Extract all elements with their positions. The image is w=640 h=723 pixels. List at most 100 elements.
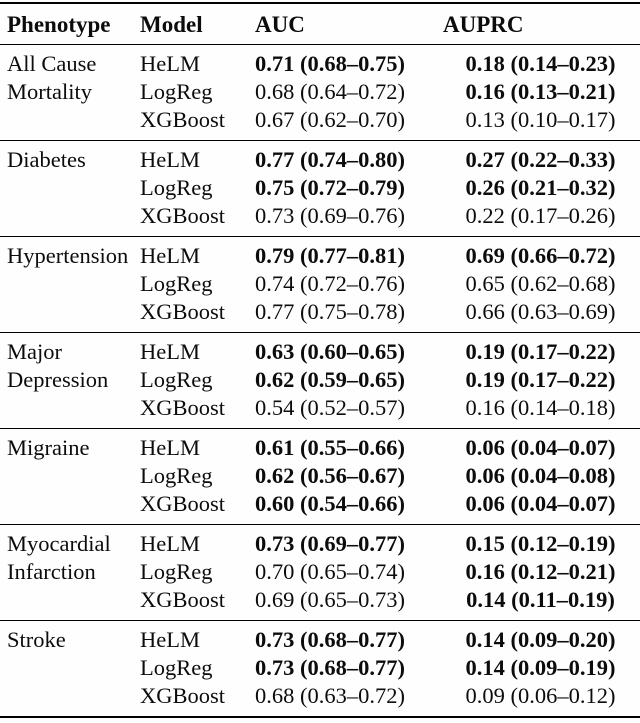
table-row: HeLM 0.63 (0.60–0.65) 0.19 (0.17–0.22) — [140, 338, 640, 366]
auc-cell: 0.61 (0.55–0.66) — [255, 435, 405, 460]
phenotype-cell: All Cause Mortality — [7, 51, 97, 104]
model-cell: XGBoost — [140, 395, 226, 420]
auprc-cell: 0.15 (0.12–0.19) — [465, 531, 616, 556]
group-rows: HeLM 0.61 (0.55–0.66) 0.06 (0.04–0.07) L… — [140, 434, 640, 518]
phenotype-cell: Migraine — [7, 435, 90, 460]
table-row: XGBoost 0.68 (0.63–0.72) 0.09 (0.06–0.12… — [140, 682, 640, 710]
model-cell: HeLM — [140, 339, 200, 364]
auprc-cell: 0.06 (0.04–0.08) — [465, 463, 616, 488]
phenotype-group-hypertension: Hypertension HeLM 0.79 (0.77–0.81) 0.69 … — [0, 237, 640, 333]
auprc-cell: 0.19 (0.17–0.22) — [465, 339, 616, 364]
auc-cell: 0.79 (0.77–0.81) — [255, 243, 405, 268]
table-row: HeLM 0.73 (0.69–0.77) 0.15 (0.12–0.19) — [140, 530, 640, 558]
model-cell: LogReg — [140, 271, 213, 296]
auc-cell: 0.73 (0.68–0.77) — [255, 627, 405, 652]
model-cell: HeLM — [140, 243, 200, 268]
auprc-cell: 0.27 (0.22–0.33) — [465, 147, 616, 172]
table-row: HeLM 0.71 (0.68–0.75) 0.18 (0.14–0.23) — [140, 50, 640, 78]
group-rows: HeLM 0.63 (0.60–0.65) 0.19 (0.17–0.22) L… — [140, 338, 640, 422]
auc-cell: 0.75 (0.72–0.79) — [255, 175, 405, 200]
auprc-cell: 0.14 (0.09–0.19) — [465, 655, 616, 680]
table-row: LogReg 0.70 (0.65–0.74) 0.16 (0.12–0.21) — [140, 558, 640, 586]
phenotype-cell: Hypertension — [7, 243, 129, 268]
model-cell: XGBoost — [140, 107, 226, 132]
auprc-cell: 0.26 (0.21–0.32) — [465, 175, 616, 200]
phenotype-cell: Stroke — [7, 627, 66, 652]
auc-cell: 0.73 (0.69–0.77) — [255, 531, 405, 556]
auc-cell: 0.62 (0.59–0.65) — [255, 367, 405, 392]
group-rows: HeLM 0.71 (0.68–0.75) 0.18 (0.14–0.23) L… — [140, 50, 640, 134]
auprc-cell: 0.22 (0.17–0.26) — [465, 203, 616, 228]
model-cell: LogReg — [140, 463, 213, 488]
phenotype-group-migraine: Migraine HeLM 0.61 (0.55–0.66) 0.06 (0.0… — [0, 429, 640, 525]
auprc-cell: 0.06 (0.04–0.07) — [465, 491, 616, 516]
auprc-cell: 0.16 (0.13–0.21) — [465, 79, 616, 104]
table-row: LogReg 0.62 (0.59–0.65) 0.19 (0.17–0.22) — [140, 366, 640, 394]
auc-cell: 0.77 (0.75–0.78) — [255, 299, 405, 324]
table-row: LogReg 0.62 (0.56–0.67) 0.06 (0.04–0.08) — [140, 462, 640, 490]
auprc-cell: 0.18 (0.14–0.23) — [465, 51, 616, 76]
col-header-auprc: AUPRC — [443, 12, 524, 37]
phenotype-cell: Diabetes — [7, 147, 86, 172]
table-row: XGBoost 0.77 (0.75–0.78) 0.66 (0.63–0.69… — [140, 298, 640, 326]
model-cell: LogReg — [140, 655, 213, 680]
auc-cell: 0.62 (0.56–0.67) — [255, 463, 405, 488]
model-cell: HeLM — [140, 51, 200, 76]
auc-cell: 0.68 (0.63–0.72) — [255, 683, 405, 708]
auprc-cell: 0.19 (0.17–0.22) — [465, 367, 616, 392]
phenotype-group-stroke: Stroke HeLM 0.73 (0.68–0.77) 0.14 (0.09–… — [0, 621, 640, 716]
auprc-cell: 0.14 (0.09–0.20) — [465, 627, 616, 652]
col-header-phenotype: Phenotype — [7, 12, 111, 37]
auprc-cell: 0.66 (0.63–0.69) — [465, 299, 616, 324]
model-cell: XGBoost — [140, 683, 226, 708]
phenotype-group-major-depression: Major Depression HeLM 0.63 (0.60–0.65) 0… — [0, 333, 640, 429]
group-rows: HeLM 0.79 (0.77–0.81) 0.69 (0.66–0.72) L… — [140, 242, 640, 326]
model-cell: HeLM — [140, 531, 200, 556]
group-rows: HeLM 0.73 (0.69–0.77) 0.15 (0.12–0.19) L… — [140, 530, 640, 614]
auc-cell: 0.70 (0.65–0.74) — [255, 559, 405, 584]
auprc-cell: 0.14 (0.11–0.19) — [466, 587, 615, 612]
phenotype-cell: Myocardial Infarction — [7, 531, 111, 584]
table-row: XGBoost 0.73 (0.69–0.76) 0.22 (0.17–0.26… — [140, 202, 640, 230]
auc-cell: 0.60 (0.54–0.66) — [255, 491, 405, 516]
auprc-cell: 0.09 (0.06–0.12) — [465, 683, 616, 708]
auprc-cell: 0.13 (0.10–0.17) — [465, 107, 616, 132]
model-cell: HeLM — [140, 435, 200, 460]
table-row: HeLM 0.73 (0.68–0.77) 0.14 (0.09–0.20) — [140, 626, 640, 654]
table-row: HeLM 0.77 (0.74–0.80) 0.27 (0.22–0.33) — [140, 146, 640, 174]
auc-cell: 0.74 (0.72–0.76) — [255, 271, 405, 296]
table-row: LogReg 0.74 (0.72–0.76) 0.65 (0.62–0.68) — [140, 270, 640, 298]
auprc-cell: 0.06 (0.04–0.07) — [465, 435, 616, 460]
auc-cell: 0.54 (0.52–0.57) — [255, 395, 405, 420]
auc-cell: 0.71 (0.68–0.75) — [255, 51, 405, 76]
auprc-cell: 0.16 (0.14–0.18) — [465, 395, 616, 420]
auc-cell: 0.68 (0.64–0.72) — [255, 79, 405, 104]
model-cell: HeLM — [140, 627, 200, 652]
phenotype-group-myocardial-infarction: Myocardial Infarction HeLM 0.73 (0.69–0.… — [0, 525, 640, 621]
group-rows: HeLM 0.73 (0.68–0.77) 0.14 (0.09–0.20) L… — [140, 626, 640, 710]
model-cell: XGBoost — [140, 491, 226, 516]
auprc-cell: 0.65 (0.62–0.68) — [465, 271, 616, 296]
auc-cell: 0.67 (0.62–0.70) — [255, 107, 405, 132]
auc-cell: 0.63 (0.60–0.65) — [255, 339, 405, 364]
auprc-cell: 0.16 (0.12–0.21) — [465, 559, 616, 584]
model-cell: XGBoost — [140, 203, 226, 228]
table-row: LogReg 0.68 (0.64–0.72) 0.16 (0.13–0.21) — [140, 78, 640, 106]
col-header-model: Model — [140, 12, 203, 37]
model-cell: XGBoost — [140, 299, 226, 324]
auc-cell: 0.73 (0.69–0.76) — [255, 203, 405, 228]
table-row: LogReg 0.73 (0.68–0.77) 0.14 (0.09–0.19) — [140, 654, 640, 682]
model-cell: LogReg — [140, 367, 213, 392]
table-row: XGBoost 0.54 (0.52–0.57) 0.16 (0.14–0.18… — [140, 394, 640, 422]
table-header-row: Phenotype Model AUC AUPRC — [0, 4, 640, 45]
table-row: XGBoost 0.67 (0.62–0.70) 0.13 (0.10–0.17… — [140, 106, 640, 134]
auc-cell: 0.77 (0.74–0.80) — [255, 147, 405, 172]
phenotype-group-diabetes: Diabetes HeLM 0.77 (0.74–0.80) 0.27 (0.2… — [0, 141, 640, 237]
table-row: XGBoost 0.60 (0.54–0.66) 0.06 (0.04–0.07… — [140, 490, 640, 518]
group-rows: HeLM 0.77 (0.74–0.80) 0.27 (0.22–0.33) L… — [140, 146, 640, 230]
model-cell: LogReg — [140, 175, 213, 200]
auc-cell: 0.69 (0.65–0.73) — [255, 587, 405, 612]
model-cell: HeLM — [140, 147, 200, 172]
